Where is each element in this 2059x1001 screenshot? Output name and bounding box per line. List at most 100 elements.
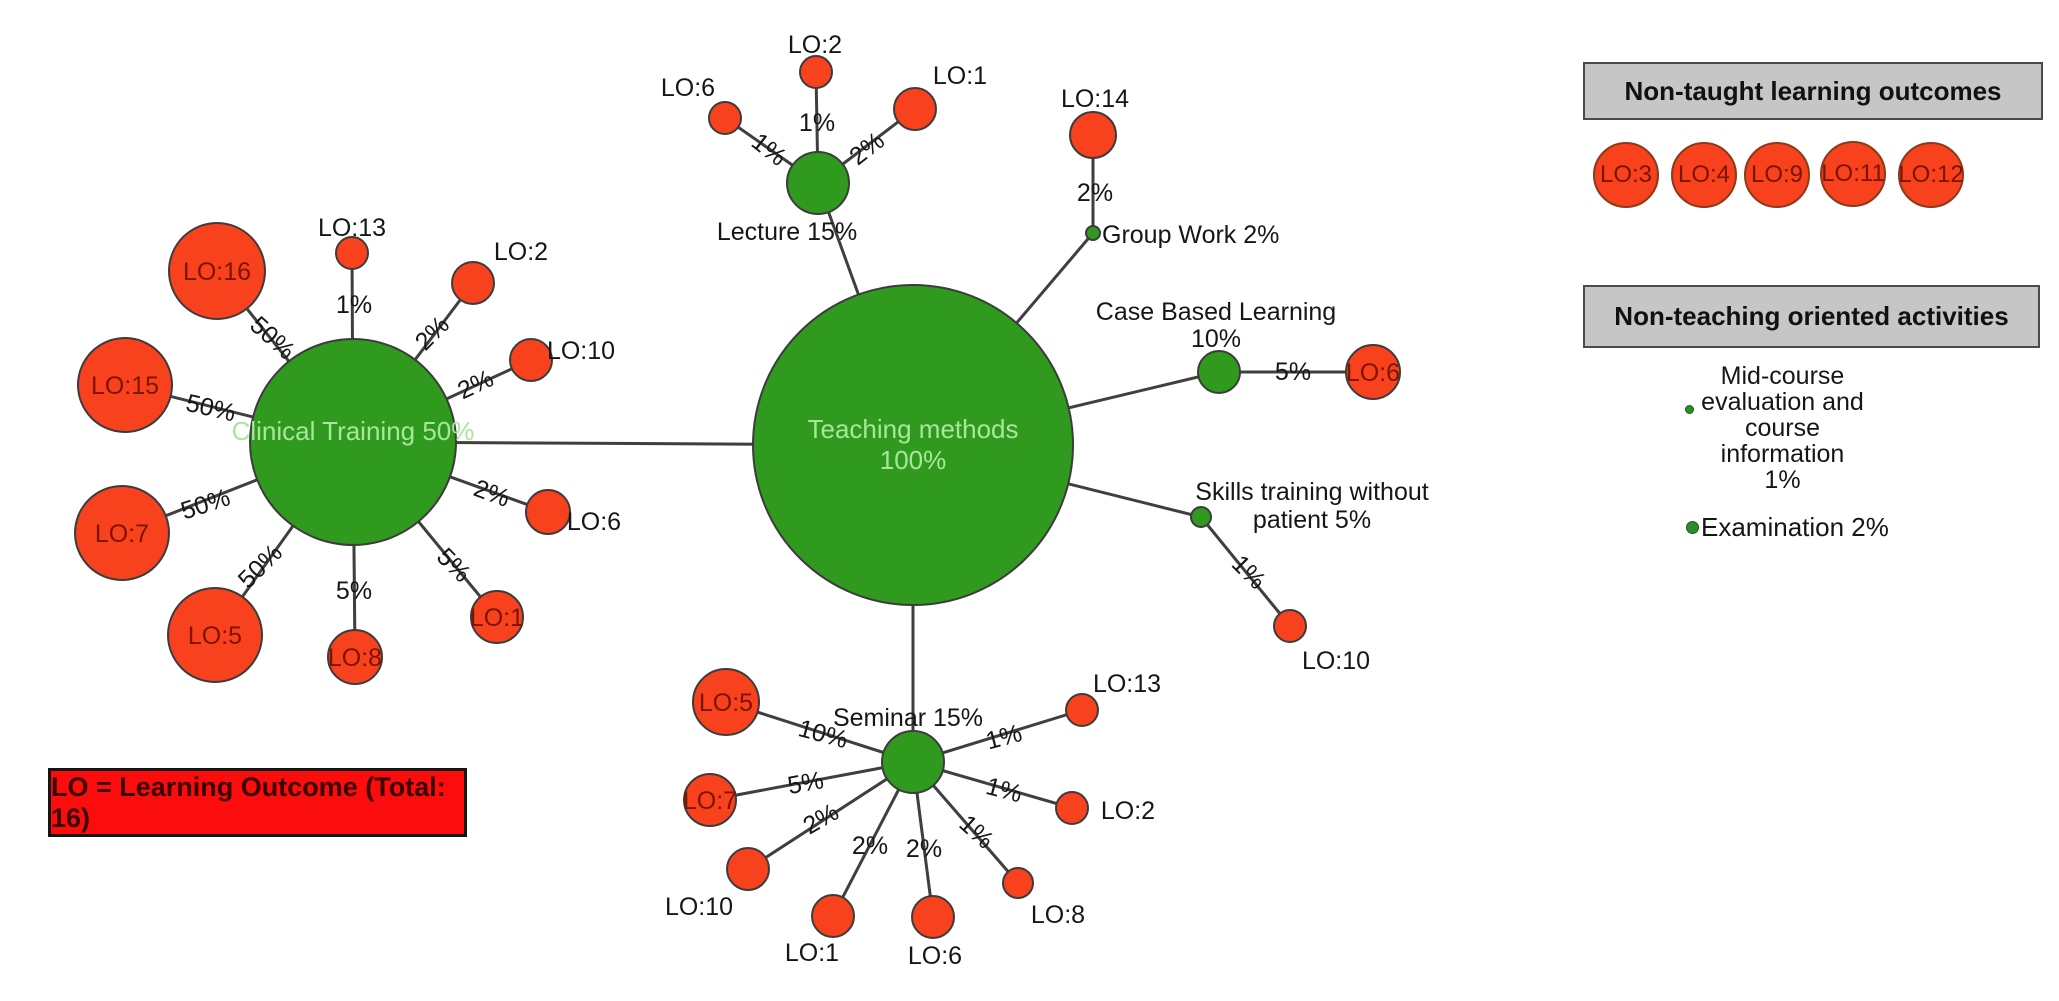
- node-s6: [911, 895, 955, 939]
- edge-label-lecture-l2: 1%: [799, 109, 835, 137]
- node-c1: [470, 590, 524, 644]
- edge-label-seminar-s1: 2%: [852, 832, 888, 860]
- edge-label-seminar-s6: 2%: [906, 835, 942, 863]
- node-label-seminar: Seminar 15%: [833, 704, 983, 732]
- node-label-s13: LO:13: [1093, 670, 1161, 698]
- edge-label-casebased-cb6: 5%: [1275, 358, 1311, 386]
- edge-label-clinical-c8: 5%: [336, 577, 372, 605]
- midcourse-line: Mid-course: [1720, 362, 1845, 390]
- node-label-s5: LO:5: [699, 689, 753, 717]
- node-label-c1: LO:1: [470, 604, 524, 632]
- edge-label-clinical-c13: 1%: [336, 291, 372, 319]
- non-taught-lo-chip: LO:12: [1898, 142, 1964, 208]
- node-c2: [451, 261, 495, 305]
- node-label-s10: LO:10: [665, 893, 733, 921]
- node-label-l2: LO:2: [788, 31, 842, 59]
- node-s8: [1002, 867, 1034, 899]
- node-label-c7: LO:7: [95, 520, 149, 548]
- edge-label-clinical-c1: 5%: [431, 543, 476, 588]
- node-c8: [327, 629, 383, 685]
- node-teaching: [752, 284, 1074, 606]
- lo-chip-label: LO:12: [1898, 161, 1964, 188]
- node-s10: [726, 847, 770, 891]
- non-taught-lo-chip: LO:4: [1671, 142, 1737, 208]
- node-label-c10: LO:10: [547, 337, 615, 365]
- node-l14: [1069, 111, 1117, 159]
- node-s13: [1065, 693, 1099, 727]
- node-label-c2: LO:2: [494, 238, 548, 266]
- midcourse-dot-icon: [1685, 405, 1694, 414]
- node-clinical: [249, 338, 457, 546]
- node-label-c16: LO:16: [183, 258, 251, 286]
- edge-label-clinical-c10: 2%: [453, 364, 498, 405]
- edge-label-clinical-c15: 50%: [183, 389, 238, 428]
- node-l1: [893, 87, 937, 131]
- midcourse-line: course information: [1720, 414, 1845, 468]
- edge-label-seminar-s10: 2%: [798, 798, 843, 840]
- node-label-s7: LO:7: [683, 787, 737, 815]
- non-taught-header-label: Non-taught learning outcomes: [1624, 75, 2002, 106]
- node-label-l1: LO:1: [933, 62, 987, 90]
- midcourse-line: 1%: [1764, 466, 1801, 494]
- edge-label-clinical-c6: 2%: [470, 474, 514, 513]
- node-c7: [74, 485, 170, 581]
- node-label-casebased: 10%: [1191, 325, 1241, 353]
- edge-label-seminar-s13: 1%: [983, 719, 1025, 755]
- node-cb6: [1345, 344, 1401, 400]
- edge-label-groupwork-l14: 2%: [1077, 179, 1113, 207]
- edge-label-clinical-c16: 50%: [244, 311, 300, 365]
- node-groupwork: [1085, 225, 1101, 241]
- node-c5: [167, 587, 263, 683]
- node-label-c13: LO:13: [318, 214, 386, 242]
- node-s5: [692, 668, 760, 736]
- non-teaching-header: Non-teaching oriented activities: [1583, 285, 2040, 348]
- node-l2: [799, 55, 833, 89]
- node-label-teaching: Teaching methods: [807, 414, 1018, 444]
- examination-activity: Examination 2%: [1686, 512, 1889, 543]
- node-label-groupwork: Group Work 2%: [1102, 221, 1279, 249]
- node-skills: [1190, 506, 1212, 528]
- lo-chip-label: LO:4: [1677, 161, 1731, 188]
- node-label-s2: LO:2: [1101, 797, 1155, 825]
- node-label-skills: patient 5%: [1253, 506, 1371, 534]
- node-label-casebased: Case Based Learning: [1096, 298, 1336, 326]
- non-taught-header: Non-taught learning outcomes: [1583, 62, 2043, 120]
- non-teaching-header-label: Non-teaching oriented activities: [1614, 301, 2009, 331]
- node-c13: [335, 236, 369, 270]
- node-label-c15: LO:15: [91, 372, 159, 400]
- examination-label: Examination 2%: [1701, 512, 1889, 542]
- node-label-sk10: LO:10: [1302, 647, 1370, 675]
- edge-seminar-s7: [709, 760, 914, 802]
- node-c15: [77, 337, 173, 433]
- node-c10: [509, 338, 553, 382]
- node-s2: [1055, 791, 1089, 825]
- node-label-l6: LO:6: [661, 74, 715, 102]
- lo-chip-label: LO:11: [1821, 160, 1885, 187]
- legend-note-label: LO = Learning Outcome (Total: 16): [51, 771, 446, 833]
- edge-label-seminar-s7: 5%: [785, 766, 825, 800]
- node-label-clinical: Clinical Training 50%: [232, 416, 475, 446]
- node-s1: [811, 894, 855, 938]
- node-s7: [683, 773, 737, 827]
- node-sk10: [1273, 609, 1307, 643]
- non-taught-lo-chip: LO:11: [1820, 141, 1886, 207]
- node-label-s6: LO:6: [908, 942, 962, 970]
- node-lecture: [786, 151, 850, 215]
- lo-chip-label: LO:9: [1750, 161, 1804, 188]
- node-label-c8: LO:8: [328, 644, 382, 672]
- edge-skills-sk10: [1199, 516, 1292, 627]
- node-label-c5: LO:5: [188, 622, 242, 650]
- edge-label-lecture-l6: 1%: [746, 128, 792, 172]
- node-label-l14: LO:14: [1061, 85, 1129, 113]
- node-label-s1: LO:1: [785, 939, 839, 967]
- node-label-s8: LO:8: [1031, 901, 1085, 929]
- node-seminar: [881, 730, 945, 794]
- node-label-c6: LO:6: [567, 508, 621, 536]
- edge-seminar-s10: [747, 760, 914, 871]
- midcourse-activity-label: Mid-course evaluation and course informa…: [1685, 363, 1880, 493]
- node-c16: [168, 222, 266, 320]
- edge-label-seminar-s2: 1%: [983, 772, 1025, 808]
- legend-note: LO = Learning Outcome (Total: 16): [48, 768, 467, 837]
- lo-chip-label: LO:3: [1599, 161, 1653, 188]
